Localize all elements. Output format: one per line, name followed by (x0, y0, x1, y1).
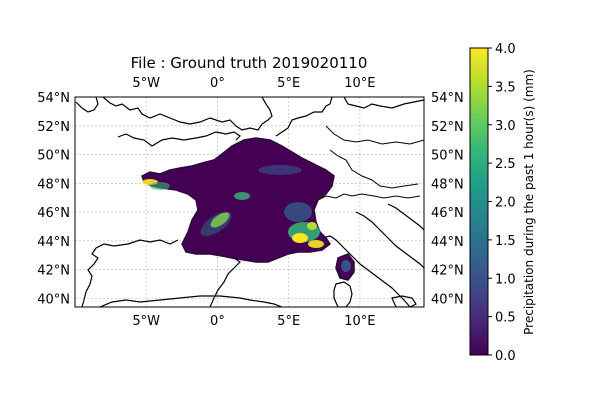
lon-tick-label-bottom: 5°E (277, 314, 300, 329)
colorbar-tick-label: 0.0 (495, 349, 516, 364)
colorbar-tick-label: 2.0 (495, 196, 516, 211)
colorbar-label: Precipitation during the past 1 hour(s) … (522, 69, 536, 335)
colorbar-tick-label: 3.5 (495, 80, 516, 95)
lon-tick-label-bottom: 5°W (132, 314, 160, 329)
map-area (75, 97, 424, 307)
lat-tick-label-left: 54°N (37, 91, 70, 106)
lat-tick-label-right: 52°N (431, 120, 464, 135)
precip-cell-brittany-edge (150, 182, 170, 190)
coastline-ireland (75, 97, 99, 113)
lat-tick-label-left: 46°N (37, 206, 70, 221)
colorbar-tick-label: 1.0 (495, 272, 516, 287)
precip-cell-alps-core (292, 233, 308, 243)
lat-tick-label-left: 44°N (37, 235, 70, 250)
lon-tick-label-top: 5°E (277, 76, 300, 91)
lat-tick-label-left: 52°N (37, 120, 70, 135)
lat-tick-label-right: 46°N (431, 206, 464, 221)
map-frame (74, 96, 425, 308)
lat-tick-labels-right: 54°N 52°N 50°N 48°N 46°N 44°N 42°N 40°N (431, 91, 464, 307)
coastline-baltic (343, 97, 424, 109)
lat-tick-label-right: 54°N (431, 91, 464, 106)
precip-cell-centre (234, 192, 250, 200)
precip-cell-north (258, 165, 302, 175)
colorbar-ticks: 0.0 0.5 1.0 1.5 2.0 2.5 3.0 3.5 4.0 (488, 42, 516, 364)
lat-tick-label-right: 50°N (431, 149, 464, 164)
lat-tick-label-right: 42°N (431, 264, 464, 279)
lat-tick-label-left: 50°N (37, 149, 70, 164)
coastline-italy (315, 211, 424, 307)
coastline-north-sea (275, 97, 333, 137)
lat-tick-label-left: 42°N (37, 264, 70, 279)
precip-cell-alps-core2 (307, 222, 317, 230)
coastline-britain (102, 97, 273, 131)
colorbar-tick-label: 2.5 (495, 157, 516, 172)
lat-tick-label-right: 40°N (431, 292, 464, 307)
precip-cell-aquitaine-halo (200, 211, 232, 237)
coastline-sardinia (333, 281, 353, 307)
lon-tick-label-bottom: 0° (210, 314, 225, 329)
colorbar (469, 47, 489, 356)
lon-tick-labels-bottom: 5°W 0° 5°E 10°E (132, 314, 375, 329)
lat-tick-label-right: 48°N (431, 177, 464, 192)
colorbar-tick-label: 0.5 (495, 311, 516, 326)
lat-tick-labels-left: 54°N 52°N 50°N 48°N 46°N 44°N 42°N 40°N (37, 91, 70, 307)
precip-cell-corsica (341, 260, 351, 272)
coastline-north-africa (99, 295, 283, 307)
lat-tick-label-left: 48°N (37, 177, 70, 192)
coastline-adriatic (387, 203, 424, 231)
precip-cells (142, 165, 351, 272)
lon-tick-label-top: 0° (210, 76, 225, 91)
colorbar-tick-label: 1.5 (495, 234, 516, 249)
colorbar-tick-label: 4.0 (495, 42, 516, 57)
coastline-sicily (391, 295, 417, 307)
border-alps (317, 125, 424, 201)
colorbar-tick-label: 3.0 (495, 119, 516, 134)
lat-tick-label-right: 44°N (431, 235, 464, 250)
precip-cell-east (284, 202, 312, 222)
coastline-iberia (81, 239, 241, 307)
lon-tick-label-top: 10°E (344, 76, 375, 91)
coastline-britain-south (117, 131, 241, 147)
lat-tick-label-left: 40°N (37, 292, 70, 307)
lon-tick-label-top: 5°W (132, 76, 160, 91)
lon-tick-labels-top: 5°W 0° 5°E 10°E (132, 76, 375, 91)
precip-cell-riviera (308, 240, 324, 248)
precip-cell-aquitaine (210, 212, 230, 228)
map-title: File : Ground truth 2019020110 (131, 54, 368, 72)
lon-tick-label-bottom: 10°E (344, 314, 375, 329)
